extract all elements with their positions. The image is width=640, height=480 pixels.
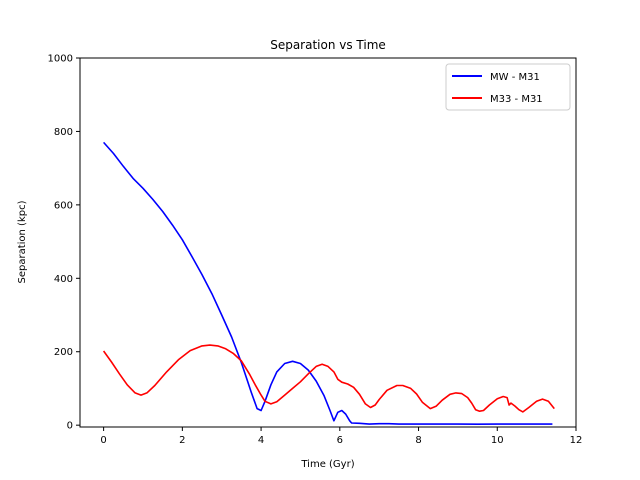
y-tick-label: 200 [54, 347, 73, 358]
series-line-m33-m31 [102, 344, 555, 413]
y-tick-label: 0 [67, 421, 73, 432]
y-axis: 0 200 400 600 800 1000 [48, 54, 80, 432]
x-axis-label: Time (Gyr) [300, 459, 354, 470]
legend-label-m33-m31: M33 - M31 [490, 94, 543, 105]
x-tick-label: 8 [415, 435, 421, 446]
x-tick-label: 0 [100, 435, 106, 446]
x-tick-label: 12 [570, 435, 583, 446]
y-axis-label: Separation (kpc) [17, 200, 28, 283]
y-tick-label: 400 [54, 274, 73, 285]
legend: MW - M31 M33 - M31 [445, 63, 571, 111]
x-tick-label: 10 [491, 435, 504, 446]
x-tick-label: 4 [258, 435, 264, 446]
legend-label-mw-m31: MW - M31 [490, 72, 540, 83]
chart-title: Separation vs Time [270, 38, 386, 52]
y-tick-label: 600 [54, 200, 73, 211]
y-tick-label: 1000 [48, 54, 73, 65]
plot-area [102, 141, 555, 426]
axes-frame [79, 57, 577, 428]
series-line-mw-m31 [103, 141, 553, 426]
x-axis: 0 2 4 6 8 10 12 [100, 427, 582, 446]
x-tick-label: 6 [337, 435, 343, 446]
y-tick-label: 800 [54, 127, 73, 138]
x-tick-label: 2 [179, 435, 185, 446]
